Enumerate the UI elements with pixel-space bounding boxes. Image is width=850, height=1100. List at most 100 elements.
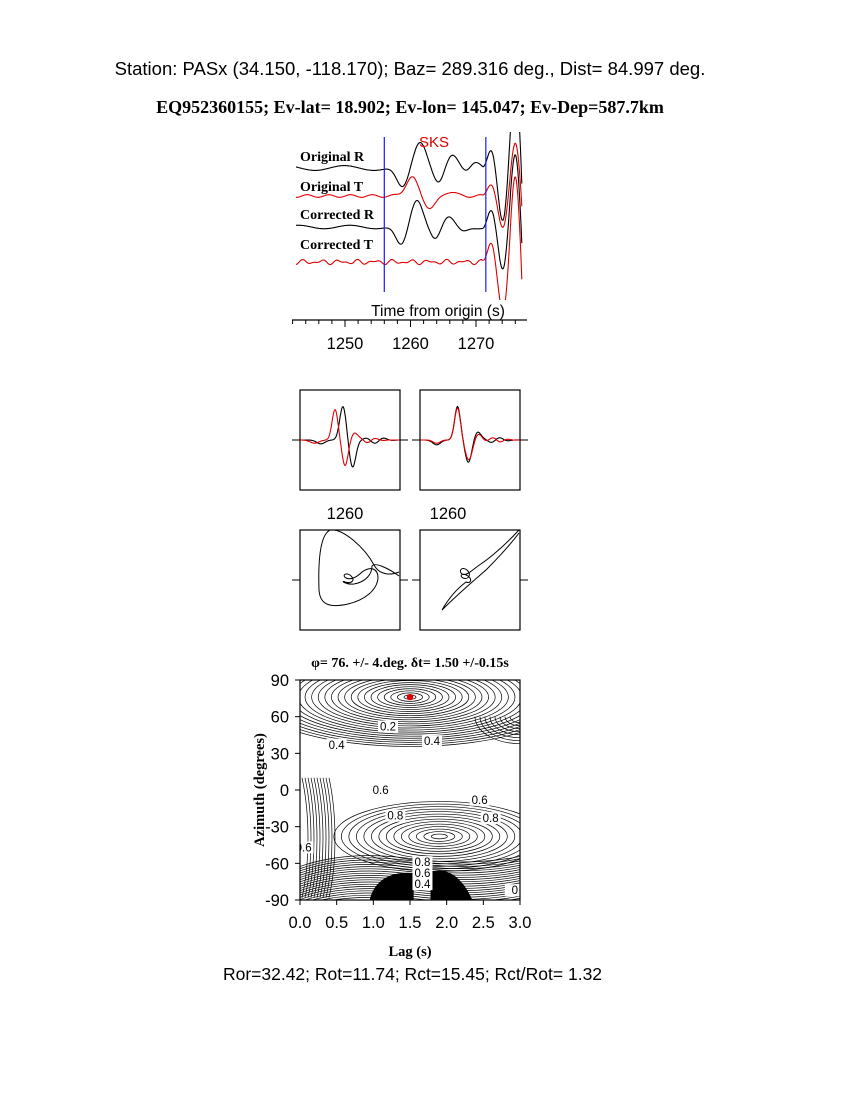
contour-line <box>300 726 520 743</box>
contour-label-bg <box>300 841 314 854</box>
y-tick-label: 90 <box>271 672 289 690</box>
contour-line <box>341 803 520 870</box>
contour-label: 0.4 <box>414 879 431 891</box>
contour-line <box>370 684 450 710</box>
original-radial-trace <box>300 406 400 468</box>
contour-line <box>370 813 508 860</box>
trace-label: Corrected R <box>300 208 375 223</box>
contour-line <box>408 826 471 847</box>
contour-line <box>313 777 321 898</box>
contour-line <box>300 729 520 745</box>
y-tick-label: -60 <box>265 855 289 873</box>
phase-label: SKS <box>419 134 449 151</box>
trace-label: Original T <box>300 180 364 195</box>
corrected-waveforms <box>420 405 520 463</box>
contour-line <box>494 716 520 733</box>
x-tick-label: 1.0 <box>362 914 385 932</box>
contour-line <box>348 806 520 867</box>
contour-line <box>307 777 315 898</box>
contour-line <box>300 855 520 867</box>
contour-line <box>333 801 520 872</box>
contour-line <box>319 777 327 898</box>
contour-line <box>300 719 520 739</box>
contour-line <box>322 777 330 898</box>
station-info: Station: PASx (34.150, -118.170); Baz= 2… <box>114 58 706 79</box>
contour-label-bg <box>504 884 520 897</box>
contour-labels: 0.20.4 0.40.60.60.8 0.80.60.80.60.40 <box>296 720 520 897</box>
corrected-slow-trace <box>420 407 520 461</box>
x-tick-label: 0.5 <box>325 914 348 932</box>
time-axis: 1250 1260 1270 <box>292 319 527 353</box>
contour-label: 0.6 <box>414 868 430 880</box>
contour-maximum <box>369 872 414 900</box>
contour-line <box>344 680 476 719</box>
original-waveforms <box>300 406 400 468</box>
contour-line <box>300 680 520 735</box>
contour-line <box>390 690 430 704</box>
contour-label: 0 <box>512 885 518 897</box>
contour-maximum <box>430 870 473 900</box>
panel-frames <box>292 389 528 631</box>
contour-line <box>430 833 448 840</box>
contour-label: 0.6 <box>296 842 312 854</box>
contour-line <box>304 777 312 898</box>
contour-label-bg <box>412 867 433 880</box>
y-tick-label: 60 <box>271 709 289 727</box>
contour-line <box>397 692 423 702</box>
contour-line <box>304 680 516 731</box>
grid-title: φ= 76. +/- 4.deg. δt= 1.50 +/-0.15s <box>311 656 509 671</box>
corrected-particle-path <box>441 530 520 611</box>
tick-label: 1270 <box>458 335 495 353</box>
y-tick-label: 30 <box>271 745 289 763</box>
contour-line <box>489 716 520 736</box>
contour-line <box>400 823 478 850</box>
tick-label: 1250 <box>327 335 364 353</box>
contour-line <box>423 831 456 842</box>
contour-line <box>328 777 336 898</box>
time-axis-label: Time from origin (s) <box>371 303 505 320</box>
contour-label: 0.6 <box>472 795 488 807</box>
waveform-traces <box>296 132 523 300</box>
original-particle-path <box>318 530 400 607</box>
contour-label-bg <box>412 856 433 869</box>
y-tick-label: -30 <box>265 819 289 837</box>
contour-label-bg <box>469 793 490 806</box>
contour-label-bg <box>412 878 433 891</box>
energy-ratios: Ror=32.42; Rot=11.74; Rct=15.45; Rct/Rot… <box>222 964 603 984</box>
tick-label: 1260 <box>430 505 467 523</box>
contour-line <box>300 861 520 874</box>
contour-line <box>509 716 520 724</box>
x-tick-label: 2.5 <box>472 914 495 932</box>
y-tick-label: -90 <box>265 892 289 910</box>
panel-frame <box>299 529 401 631</box>
original-transverse-trace <box>300 409 400 467</box>
x-tick-label: 1.5 <box>399 914 422 932</box>
contour-line <box>484 716 520 739</box>
contour-line <box>316 777 324 898</box>
contour-line <box>499 716 520 730</box>
x-tick-label: 0.0 <box>289 914 312 932</box>
contour-line <box>324 680 496 725</box>
contour-line <box>311 680 509 729</box>
contour-line <box>301 777 309 898</box>
event-info: EQ952360155; Ev-lat= 18.902; Ev-lon= 145… <box>156 97 664 117</box>
contour-label-bg <box>378 720 398 733</box>
energy-grid-panel: φ= 76. +/- 4.deg. δt= 1.50 +/-0.15s 0.20… <box>252 656 532 960</box>
contour-line <box>415 828 463 845</box>
contour-line <box>300 722 520 741</box>
contour-line <box>474 716 520 745</box>
contour-line <box>331 680 489 723</box>
contour-line <box>300 863 520 876</box>
tick-label: 1260 <box>392 335 429 353</box>
corrected-radial-trace <box>296 154 523 270</box>
contour-label-bg <box>370 784 391 796</box>
corrected-particle-motion <box>441 530 520 611</box>
contour-line <box>300 866 520 878</box>
contour-line <box>300 680 520 733</box>
original-particle-motion <box>318 530 400 607</box>
contour-label: 0.4 <box>329 740 346 752</box>
best-fit-marker <box>406 693 414 701</box>
x-tick-label: 3.0 <box>509 914 532 932</box>
contour-line <box>383 688 437 706</box>
